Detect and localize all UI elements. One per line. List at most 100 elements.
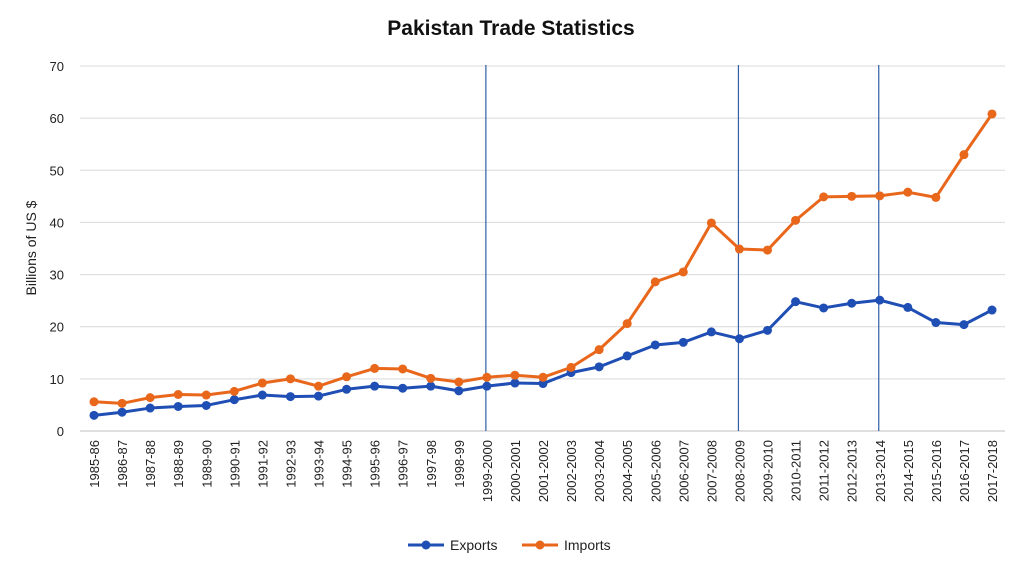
x-tick-label: 2011-2012 <box>817 440 832 501</box>
data-point <box>847 298 857 308</box>
data-point <box>566 362 576 372</box>
x-tick-label: 1986-87 <box>115 440 130 488</box>
data-point <box>89 397 99 407</box>
series-line <box>93 113 994 405</box>
data-point <box>482 372 492 382</box>
data-point <box>510 370 520 380</box>
data-point <box>594 345 604 355</box>
gridlines <box>80 65 1005 432</box>
data-point <box>117 407 127 417</box>
data-point <box>650 277 660 287</box>
data-point <box>342 372 352 382</box>
data-point <box>426 381 436 391</box>
x-tick-label: 1993-94 <box>312 440 327 488</box>
data-point <box>257 390 267 400</box>
data-point <box>482 381 492 391</box>
data-point <box>791 297 801 307</box>
x-tick-label: 1987-88 <box>143 440 158 488</box>
x-tick-label: 2016-2017 <box>957 440 972 502</box>
x-tick-label: 2002-2003 <box>564 440 579 502</box>
x-tick-label: 2017-2018 <box>985 440 1000 502</box>
x-tick-label: 2010-2011 <box>789 440 804 501</box>
x-tick-label: 2013-2014 <box>873 440 888 502</box>
data-point <box>201 400 211 410</box>
data-point <box>117 398 127 408</box>
x-tick-label: 1988-89 <box>171 440 186 488</box>
data-point <box>454 377 464 387</box>
data-point <box>594 362 604 372</box>
x-tick-label: 1991-92 <box>255 440 270 488</box>
data-point <box>538 379 548 389</box>
data-point <box>622 319 632 329</box>
data-point <box>257 378 267 388</box>
data-point <box>931 318 941 328</box>
data-point <box>706 327 716 337</box>
chart-title: Pakistan Trade Statistics <box>387 17 634 40</box>
data-point <box>510 378 520 388</box>
data-point <box>734 244 744 254</box>
y-tick-label: 30 <box>50 268 64 283</box>
x-tick-label: 1997-98 <box>424 440 439 488</box>
data-point <box>201 390 211 400</box>
data-point <box>763 325 772 335</box>
data-point <box>791 215 801 225</box>
x-tick-label: 1990-91 <box>227 440 242 488</box>
x-tick-label: 2014-2015 <box>901 440 916 502</box>
legend-label: Exports <box>450 537 497 553</box>
data-point <box>314 381 323 391</box>
x-tick-label: 2004-2005 <box>620 440 635 502</box>
data-point <box>734 334 744 344</box>
data-point <box>145 393 155 403</box>
series-exports <box>89 295 997 420</box>
y-tick-label: 60 <box>50 111 64 126</box>
legend: Exports Imports <box>408 537 611 553</box>
data-point <box>903 187 913 197</box>
data-point <box>89 410 99 420</box>
y-tick-label: 50 <box>50 163 64 178</box>
data-point <box>173 390 183 399</box>
data-point <box>650 340 660 350</box>
data-point <box>819 303 829 313</box>
data-point <box>426 373 436 383</box>
x-tick-label: 1998-99 <box>452 440 467 488</box>
series-lines <box>89 109 997 420</box>
legend-label: Imports <box>564 537 611 553</box>
x-tick-label: 2000-2001 <box>508 440 523 502</box>
data-point <box>959 320 969 330</box>
x-tick-label: 2003-2004 <box>592 440 607 502</box>
data-point <box>173 401 183 411</box>
data-point <box>706 218 716 228</box>
legend-item: Imports <box>522 537 611 553</box>
legend-swatch-marker <box>421 540 431 550</box>
data-point <box>622 351 632 361</box>
y-tick-label: 20 <box>50 320 64 335</box>
data-point <box>285 392 295 402</box>
data-point <box>987 109 997 119</box>
y-tick-label: 0 <box>57 424 64 439</box>
data-point <box>875 295 885 305</box>
x-tick-label: 2008-2009 <box>732 440 747 502</box>
x-tick-label: 1992-93 <box>283 440 298 488</box>
data-point <box>285 374 295 384</box>
x-tick-label: 2005-2006 <box>648 440 663 502</box>
y-tick-label: 70 <box>50 59 64 74</box>
data-point <box>145 403 155 413</box>
data-point <box>959 150 969 160</box>
y-tick-label: 40 <box>50 215 64 230</box>
y-tick-label: 10 <box>50 372 64 387</box>
data-point <box>987 305 997 315</box>
data-point <box>454 386 464 396</box>
x-tick-label: 1999-2000 <box>480 440 495 502</box>
y-axis-ticks: 0 10 20 30 40 50 60 70 <box>50 59 64 439</box>
x-tick-label: 1989-90 <box>199 440 214 488</box>
data-point <box>931 192 941 202</box>
x-tick-label: 1995-96 <box>368 440 383 488</box>
data-point <box>370 381 380 391</box>
data-point <box>847 191 857 201</box>
data-point <box>398 364 408 374</box>
data-point <box>819 192 829 202</box>
data-point <box>229 386 239 396</box>
data-point <box>875 191 885 201</box>
x-tick-label: 1985-86 <box>87 440 102 488</box>
